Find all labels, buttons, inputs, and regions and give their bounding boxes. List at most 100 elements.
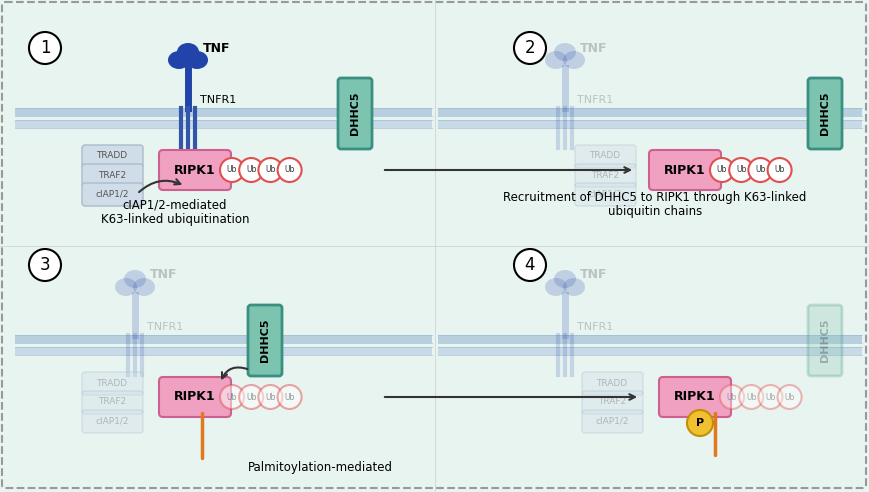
Circle shape — [514, 32, 546, 64]
Text: Ub: Ub — [227, 165, 237, 175]
Circle shape — [766, 158, 791, 182]
Text: TRAF2: TRAF2 — [597, 398, 626, 406]
Text: K63-linked ubiquitination: K63-linked ubiquitination — [101, 213, 249, 225]
Ellipse shape — [544, 51, 567, 69]
Text: TRADD: TRADD — [596, 378, 627, 388]
Text: Ub: Ub — [246, 165, 256, 175]
Text: TRADD: TRADD — [589, 152, 620, 160]
Ellipse shape — [544, 278, 567, 296]
FancyBboxPatch shape — [807, 78, 841, 149]
Text: TNFR1: TNFR1 — [576, 322, 613, 332]
Text: RIPK1: RIPK1 — [174, 163, 216, 177]
Text: 2: 2 — [524, 39, 534, 57]
Circle shape — [239, 158, 263, 182]
FancyBboxPatch shape — [82, 164, 143, 187]
Ellipse shape — [115, 278, 136, 296]
Text: TRAF2: TRAF2 — [98, 171, 126, 180]
Bar — [437, 120, 861, 128]
Text: Ub: Ub — [745, 393, 755, 401]
Text: cIAP1/2-mediated: cIAP1/2-mediated — [123, 198, 227, 212]
Circle shape — [758, 385, 781, 409]
Bar — [15, 347, 432, 355]
Text: TNFR1: TNFR1 — [147, 322, 183, 332]
Text: Ub: Ub — [284, 393, 295, 401]
FancyBboxPatch shape — [581, 391, 642, 414]
Ellipse shape — [186, 51, 208, 69]
Circle shape — [29, 249, 61, 281]
FancyBboxPatch shape — [807, 305, 841, 376]
Text: 1: 1 — [40, 39, 50, 57]
FancyBboxPatch shape — [82, 391, 143, 414]
Text: TNF: TNF — [580, 41, 607, 55]
Text: Recruitment of DHHC5 to RIPK1 through K63-linked: Recruitment of DHHC5 to RIPK1 through K6… — [503, 191, 806, 205]
Circle shape — [728, 158, 753, 182]
Circle shape — [29, 32, 61, 64]
Text: Ub: Ub — [754, 165, 765, 175]
FancyBboxPatch shape — [159, 377, 231, 417]
Ellipse shape — [554, 270, 575, 288]
Text: TNF: TNF — [580, 269, 607, 281]
Text: Ub: Ub — [265, 165, 275, 175]
Text: cIAP1/2: cIAP1/2 — [587, 189, 621, 198]
Circle shape — [239, 385, 263, 409]
FancyBboxPatch shape — [159, 150, 231, 190]
Text: cIAP1/2: cIAP1/2 — [594, 417, 628, 426]
Text: Ub: Ub — [726, 393, 736, 401]
Text: cIAP1/2: cIAP1/2 — [95, 417, 129, 426]
Ellipse shape — [133, 278, 155, 296]
Text: TNFR1: TNFR1 — [576, 95, 613, 105]
Circle shape — [739, 385, 762, 409]
Text: 4: 4 — [524, 256, 534, 274]
Text: P: P — [695, 418, 703, 428]
Circle shape — [258, 158, 282, 182]
Bar — [437, 335, 861, 343]
FancyBboxPatch shape — [648, 150, 720, 190]
Text: DHHC5: DHHC5 — [819, 318, 829, 362]
Bar — [15, 335, 432, 343]
Text: Ub: Ub — [265, 393, 275, 401]
Ellipse shape — [562, 51, 584, 69]
FancyBboxPatch shape — [82, 183, 143, 206]
Circle shape — [220, 158, 243, 182]
FancyBboxPatch shape — [658, 377, 730, 417]
Text: TRAF2: TRAF2 — [98, 398, 126, 406]
Circle shape — [277, 158, 302, 182]
Text: cIAP1/2: cIAP1/2 — [95, 189, 129, 198]
FancyBboxPatch shape — [338, 78, 372, 149]
Text: TNF: TNF — [202, 41, 230, 55]
FancyBboxPatch shape — [82, 372, 143, 395]
Text: RIPK1: RIPK1 — [174, 391, 216, 403]
Bar — [15, 108, 432, 116]
Ellipse shape — [168, 51, 189, 69]
Circle shape — [709, 158, 733, 182]
Text: Ub: Ub — [765, 393, 774, 401]
FancyBboxPatch shape — [574, 183, 635, 206]
FancyBboxPatch shape — [574, 145, 635, 168]
Ellipse shape — [124, 270, 146, 288]
FancyBboxPatch shape — [82, 410, 143, 433]
Circle shape — [514, 249, 546, 281]
Circle shape — [747, 158, 772, 182]
Circle shape — [277, 385, 302, 409]
Circle shape — [687, 410, 713, 436]
Bar — [15, 120, 432, 128]
Text: Ub: Ub — [716, 165, 726, 175]
Text: Ub: Ub — [284, 165, 295, 175]
Text: RIPK1: RIPK1 — [663, 163, 705, 177]
Ellipse shape — [176, 43, 199, 61]
Text: Ub: Ub — [784, 393, 794, 401]
Text: 3: 3 — [40, 256, 50, 274]
Text: TNFR1: TNFR1 — [200, 95, 236, 105]
Circle shape — [258, 385, 282, 409]
Text: Ub: Ub — [227, 393, 237, 401]
FancyBboxPatch shape — [82, 145, 143, 168]
Bar — [437, 108, 861, 116]
Text: Ub: Ub — [773, 165, 784, 175]
Text: RIPK1: RIPK1 — [673, 391, 715, 403]
Ellipse shape — [554, 43, 575, 61]
Text: Ub: Ub — [735, 165, 746, 175]
Ellipse shape — [562, 278, 584, 296]
Text: DHHC5: DHHC5 — [349, 91, 360, 135]
FancyBboxPatch shape — [574, 164, 635, 187]
FancyBboxPatch shape — [581, 372, 642, 395]
